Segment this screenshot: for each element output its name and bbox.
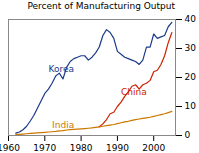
svg-text:40: 40 xyxy=(185,14,197,24)
svg-text:India: India xyxy=(52,120,74,130)
html-text:Percent of Manufacturing Outpu: Percent of Manufacturing Output xyxy=(27,1,175,11)
svg-text:1980: 1980 xyxy=(70,143,93,153)
svg-text:1990: 1990 xyxy=(106,143,129,153)
svg-text:30: 30 xyxy=(185,43,197,53)
svg-text:China: China xyxy=(121,87,147,97)
svg-text:20: 20 xyxy=(185,72,197,82)
svg-text:1960: 1960 xyxy=(0,143,20,153)
svg-text:10: 10 xyxy=(185,101,197,111)
svg-text:1970: 1970 xyxy=(33,143,56,153)
svg-text:2000: 2000 xyxy=(142,143,165,153)
svg-text:0: 0 xyxy=(185,130,191,140)
svg-text:Korea: Korea xyxy=(48,64,74,74)
